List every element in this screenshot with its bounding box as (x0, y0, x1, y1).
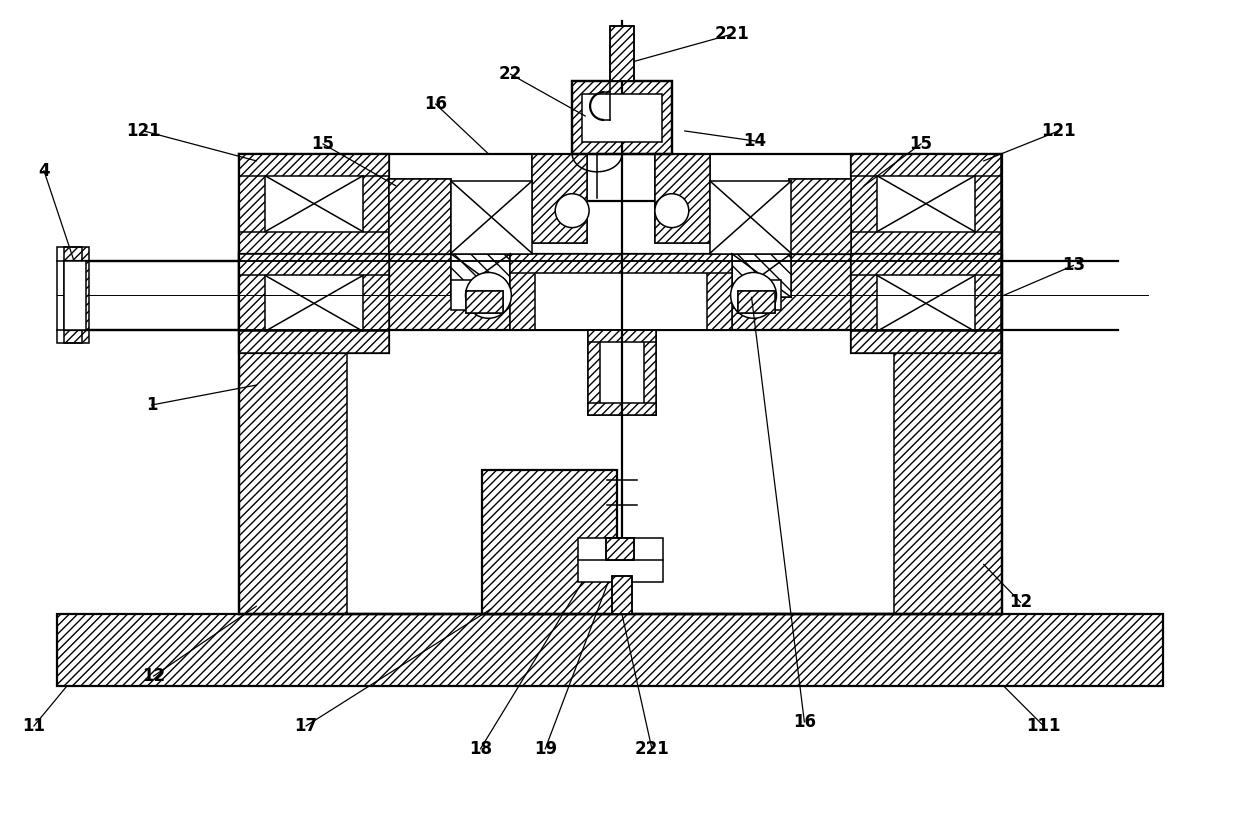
Text: 1: 1 (146, 396, 157, 414)
Bar (239, 253, 1002, 330)
Text: 11: 11 (22, 717, 46, 735)
Bar (239, 253, 347, 615)
Text: 17: 17 (295, 717, 317, 735)
Bar (511, 253, 732, 274)
Bar (613, 576, 632, 615)
Bar (511, 253, 732, 330)
Bar (975, 253, 1001, 353)
Text: 4: 4 (38, 162, 50, 180)
Bar (239, 253, 389, 275)
Bar (465, 292, 503, 313)
Bar (851, 253, 1001, 353)
Text: 18: 18 (469, 740, 492, 758)
Text: 111: 111 (1027, 717, 1060, 735)
Circle shape (655, 194, 688, 227)
Bar (606, 538, 634, 561)
Bar (450, 253, 511, 297)
Bar (655, 154, 709, 243)
Bar (239, 200, 1002, 615)
Bar (511, 253, 536, 330)
Bar (532, 154, 587, 243)
Text: 221: 221 (635, 740, 670, 758)
Bar (738, 292, 775, 313)
Bar (389, 178, 450, 253)
Text: 22: 22 (498, 65, 522, 83)
Bar (578, 538, 663, 583)
Text: 12: 12 (1009, 593, 1032, 611)
Bar (743, 280, 756, 311)
Bar (851, 231, 1001, 253)
Polygon shape (732, 253, 791, 297)
Bar (606, 538, 634, 561)
Bar (610, 26, 634, 82)
Polygon shape (450, 181, 532, 253)
Bar (239, 154, 389, 253)
Bar (482, 469, 618, 615)
Bar (975, 154, 1001, 253)
Bar (894, 253, 1002, 615)
Bar (756, 280, 781, 311)
Bar (588, 330, 656, 342)
Bar (732, 253, 791, 297)
Bar (239, 253, 265, 353)
Bar (239, 154, 389, 176)
Text: 16: 16 (424, 95, 448, 113)
Text: 121: 121 (1042, 122, 1076, 140)
Bar (482, 469, 618, 615)
Bar (57, 247, 82, 343)
Text: 13: 13 (1061, 257, 1085, 275)
Bar (239, 154, 265, 253)
Bar (851, 154, 1001, 176)
Bar (588, 330, 656, 415)
Bar (851, 331, 1001, 353)
Bar (450, 280, 475, 311)
Bar (790, 178, 851, 253)
Bar (851, 154, 877, 253)
Bar (588, 403, 656, 415)
Text: 15: 15 (909, 135, 932, 153)
Polygon shape (709, 181, 791, 253)
Bar (572, 82, 672, 154)
Bar (613, 576, 632, 615)
Polygon shape (450, 253, 511, 297)
Circle shape (556, 194, 589, 227)
Text: 121: 121 (126, 122, 161, 140)
Text: 16: 16 (792, 713, 816, 731)
Bar (239, 331, 389, 353)
Bar (851, 253, 1001, 275)
Bar (475, 280, 490, 311)
Bar (851, 253, 877, 353)
Text: 19: 19 (533, 740, 557, 758)
Text: 14: 14 (743, 132, 766, 150)
Text: 15: 15 (311, 135, 335, 153)
Bar (790, 178, 851, 253)
Text: 12: 12 (143, 667, 165, 685)
Bar (572, 82, 672, 154)
Bar (851, 154, 1001, 253)
Bar (363, 253, 389, 353)
Bar (610, 26, 634, 82)
Bar (64, 261, 86, 330)
Bar (738, 292, 775, 313)
Bar (532, 154, 587, 243)
Bar (64, 247, 89, 343)
Bar (655, 154, 709, 243)
Bar (465, 292, 503, 313)
Bar (588, 330, 600, 415)
Circle shape (465, 272, 511, 319)
Bar (582, 94, 662, 142)
Text: 221: 221 (714, 25, 749, 43)
Bar (707, 253, 732, 330)
Bar (239, 231, 389, 253)
Bar (239, 253, 389, 353)
Bar (644, 330, 656, 415)
Bar (57, 615, 1163, 686)
Bar (389, 178, 450, 253)
Circle shape (730, 272, 776, 319)
Bar (363, 154, 389, 253)
